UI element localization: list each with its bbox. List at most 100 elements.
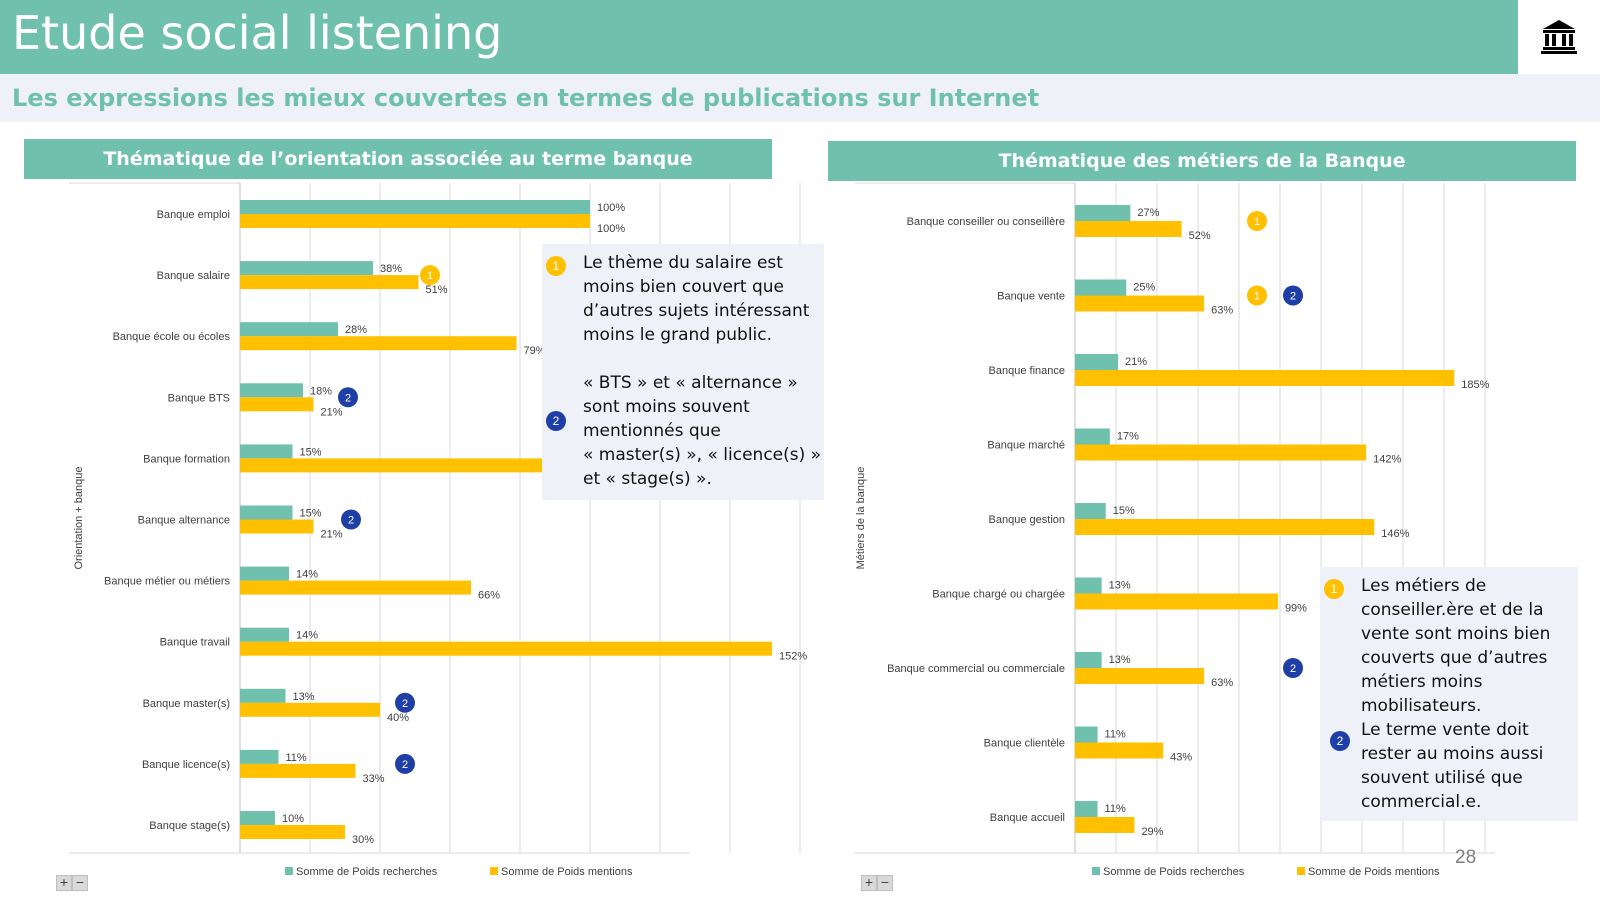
left-data-label: 21%: [321, 529, 343, 541]
marker-1-icon: 1: [546, 256, 566, 276]
marker-2-icon: 2: [546, 411, 566, 431]
left-data-label: 21%: [321, 406, 343, 418]
left-bar-recherches: [240, 749, 279, 764]
right-data-label: 11%: [1105, 803, 1126, 815]
left-data-label: 100%: [597, 202, 625, 214]
right-data-label: 17%: [1117, 431, 1139, 443]
left-bar-recherches: [240, 627, 289, 642]
callout-left-text-1: Le thème du salaire est moins bien couve…: [583, 253, 810, 345]
marker-1-icon: [420, 265, 440, 286]
zoom-out-button[interactable]: −: [877, 875, 893, 891]
right-data-label: 63%: [1211, 677, 1233, 689]
right-category-label: Banque finance: [989, 365, 1065, 377]
right-bar-mentions: [1075, 295, 1205, 312]
left-axis-title: Orientation + banque: [73, 466, 85, 569]
left-bar-recherches: [240, 688, 286, 703]
left-category-label: Banque stage(s): [149, 820, 230, 832]
callout-left-text-2: « BTS » et « alternance » sont moins sou…: [583, 373, 822, 489]
right-data-label: 99%: [1285, 603, 1307, 615]
left-data-label: 40%: [387, 712, 409, 724]
zoom-in-button[interactable]: +: [861, 875, 877, 891]
left-data-label: 10%: [282, 813, 304, 825]
left-bar-recherches: [240, 811, 275, 825]
marker-label: 2: [345, 392, 351, 404]
marker-label: 1: [1254, 291, 1260, 303]
left-bar-mentions: [240, 336, 517, 351]
right-data-label: 15%: [1113, 505, 1135, 517]
right-bar-recherches: [1075, 503, 1106, 519]
marker-label: 2: [1290, 663, 1296, 675]
right-bar-mentions: [1075, 593, 1278, 610]
right-category-label: Banque accueil: [990, 812, 1065, 824]
marker-1-icon: [1247, 285, 1267, 306]
logo: [1518, 0, 1600, 74]
left-category-label: Banque métier ou métiers: [104, 576, 230, 588]
right-legend-label: Somme de Poids mentions: [1308, 866, 1440, 878]
left-data-label: 30%: [352, 834, 374, 846]
left-data-label: 18%: [310, 385, 332, 397]
left-data-label: 15%: [300, 508, 322, 520]
marker-label: 2: [348, 515, 354, 527]
left-category-label: Banque licence(s): [142, 759, 230, 771]
right-category-label: Banque commercial ou commerciale: [887, 663, 1065, 675]
marker-2-icon: [1283, 285, 1303, 306]
right-category-label: Banque chargé ou chargée: [932, 589, 1065, 601]
right-legend-label: Somme de Poids recherches: [1103, 866, 1245, 878]
right-data-label: 142%: [1373, 454, 1401, 466]
right-data-label: 11%: [1105, 729, 1126, 741]
left-data-label: 15%: [300, 446, 322, 458]
right-bar-recherches: [1075, 652, 1102, 668]
marker-2-icon: [341, 509, 361, 530]
right-bar-mentions: [1075, 370, 1455, 386]
left-bar-recherches: [240, 444, 293, 459]
callout-right: 1 Les métiers de conseiller.ère et de la…: [1320, 567, 1578, 821]
marker-2-icon: [395, 692, 415, 713]
title-bar: Etude social listening: [0, 0, 1518, 74]
left-bar-mentions: [240, 397, 314, 412]
chart-right-title: Thématique des métiers de la Banque: [828, 141, 1576, 181]
page-subtitle: Les expressions les mieux couvertes en t…: [12, 84, 1040, 112]
left-data-label: 11%: [286, 752, 307, 764]
left-bar-recherches: [240, 261, 373, 276]
left-category-label: Banque travail: [160, 637, 230, 649]
right-data-label: 146%: [1381, 528, 1409, 540]
right-bar-recherches: [1075, 279, 1127, 296]
right-data-label: 27%: [1137, 207, 1159, 219]
right-bar-mentions: [1075, 221, 1182, 237]
marker-label: 2: [1290, 291, 1296, 303]
marker-2-icon: [1283, 658, 1303, 678]
left-category-label: Banque salaire: [157, 270, 230, 282]
marker-1-icon: 1: [1324, 579, 1344, 599]
right-data-label: 29%: [1141, 826, 1163, 838]
left-data-label: 38%: [380, 263, 402, 275]
left-bar-recherches: [240, 200, 590, 214]
left-category-label: Banque BTS: [168, 392, 230, 404]
right-axis-title: Métiers de la banque: [855, 467, 867, 570]
right-bar-recherches: [1075, 428, 1110, 445]
callout-left: 1 Le thème du salaire est moins bien cou…: [542, 244, 824, 500]
marker-2-icon: [338, 387, 358, 408]
left-bar-mentions: [240, 458, 555, 473]
left-bar-recherches: [240, 383, 303, 398]
left-data-label: 14%: [296, 569, 318, 581]
left-bar-mentions: [240, 763, 356, 778]
left-bar-mentions: [240, 641, 772, 656]
marker-label: 1: [427, 270, 433, 282]
right-legend-swatch: [1297, 867, 1305, 875]
right-bar-recherches: [1075, 726, 1098, 743]
right-data-label: 63%: [1211, 305, 1233, 317]
marker-2-icon: [395, 753, 415, 774]
left-bar-mentions: [240, 702, 380, 717]
zoom-out-button[interactable]: −: [72, 875, 88, 891]
right-bar-mentions: [1075, 444, 1367, 461]
left-bar-mentions: [240, 214, 590, 228]
left-bar-mentions: [240, 580, 471, 595]
left-data-label: 66%: [478, 590, 500, 602]
zoom-in-button[interactable]: +: [56, 875, 72, 891]
right-category-label: Banque clientèle: [984, 738, 1065, 750]
right-data-label: 13%: [1109, 654, 1131, 666]
right-bar-mentions: [1075, 519, 1375, 535]
chart-left-title: Thématique de l’orientation associée au …: [24, 139, 772, 179]
right-bar-recherches: [1075, 577, 1102, 594]
right-data-label: 52%: [1189, 230, 1211, 242]
